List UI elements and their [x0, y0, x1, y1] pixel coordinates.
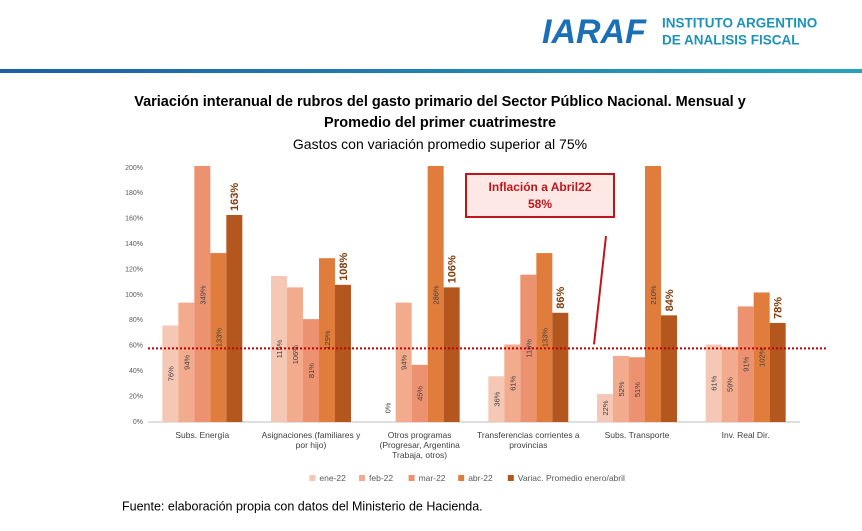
y-tick-label: 80%: [129, 317, 143, 324]
callout-connector: [593, 235, 607, 345]
org-name: INSTITUTO ARGENTINO: [662, 16, 817, 31]
callout-text: Inflación a Abril22: [489, 180, 592, 194]
data-label: 81%: [307, 363, 316, 378]
bar: [645, 166, 661, 423]
bar: [395, 302, 412, 422]
bar: [319, 258, 335, 422]
data-label: 52%: [617, 381, 626, 396]
bar: [629, 357, 645, 422]
data-label: 78%: [773, 297, 785, 319]
bar: [210, 253, 227, 422]
data-label: 84%: [664, 289, 676, 311]
bar: [335, 284, 351, 422]
org-name: DE ANALISIS FISCAL: [662, 33, 800, 48]
bar: [536, 253, 553, 422]
chart-subtitle: Gastos con variación promedio superior a…: [292, 136, 588, 152]
legend-label: abr-22: [468, 473, 493, 483]
data-label: 76%: [166, 366, 175, 381]
bar: [427, 166, 444, 422]
bar: [226, 214, 243, 422]
data-label: 86%: [555, 287, 567, 309]
y-tick-label: 0%: [133, 419, 143, 426]
y-tick-label: 40%: [129, 368, 143, 375]
data-label: 94%: [400, 354, 409, 369]
bar: [271, 275, 287, 422]
bar: [705, 344, 722, 422]
bar: [178, 302, 195, 422]
bar: [552, 312, 569, 422]
data-label: 59%: [726, 377, 735, 392]
source: Fuente: elaboración propia con datos del…: [122, 499, 483, 513]
bar: [721, 347, 738, 422]
data-label: 102%: [758, 347, 767, 367]
data-label: 36%: [492, 391, 501, 406]
legend-label: Variac. Promedio enero/abril: [518, 473, 625, 483]
bar: [769, 322, 786, 422]
y-tick-label: 20%: [129, 393, 143, 400]
data-label: 106%: [291, 345, 300, 365]
bar: [411, 364, 428, 422]
data-label: 133%: [214, 328, 223, 348]
data-label: 51%: [633, 382, 642, 397]
y-tick-label: 140%: [125, 241, 143, 248]
data-label: 115%: [275, 339, 284, 358]
data-label: 22%: [601, 400, 610, 415]
data-label: 349%: [198, 285, 207, 305]
data-label: 286%: [432, 285, 441, 305]
legend-swatch: [408, 475, 415, 481]
data-label: 61%: [710, 375, 719, 390]
bar: [162, 325, 179, 422]
x-tick-label: Subs. Transporte: [604, 430, 670, 440]
legend-label: ene-22: [319, 473, 346, 483]
bar: [443, 287, 460, 422]
x-tick-label: Inv. Real Dir.: [721, 430, 770, 440]
bar: [194, 166, 211, 423]
x-tick-label: Otros programas (Progresar, Argentina Tr…: [379, 430, 460, 460]
callout-box: [465, 173, 615, 218]
data-label: 91%: [742, 356, 751, 371]
bar: [504, 344, 521, 422]
bar: [488, 376, 505, 422]
data-label: 129%: [323, 330, 332, 350]
y-tick-label: 200%: [125, 165, 143, 172]
bar: [737, 306, 754, 422]
logo: IARAF: [542, 13, 647, 51]
data-label: 133%: [540, 328, 549, 348]
data-label: 106%: [447, 255, 459, 283]
chart-title: Variación interanual de rubros del gasto…: [134, 94, 746, 131]
legend-swatch: [359, 475, 365, 481]
data-label: 45%: [416, 386, 425, 401]
data-label: 210%: [649, 285, 658, 305]
bar: [613, 355, 629, 422]
data-label: 0%: [384, 402, 393, 413]
y-tick-label: 180%: [125, 190, 143, 197]
x-tick-label: Subs. Energía: [175, 430, 230, 440]
x-tick-label: Asignaciones (familiares y por hijo): [261, 430, 361, 450]
legend-swatch: [458, 475, 465, 481]
y-tick-label: 60%: [129, 343, 143, 350]
bar: [661, 315, 677, 422]
legend-label: mar-22: [419, 473, 446, 483]
bar: [597, 394, 613, 422]
y-tick-label: 120%: [125, 266, 143, 273]
y-tick-label: 160%: [125, 216, 143, 223]
legend-swatch: [507, 475, 514, 481]
legend-label: feb-22: [369, 473, 393, 483]
x-tick-label: Transferencias corrientes a provincias: [476, 430, 580, 450]
data-label: 61%: [508, 375, 517, 390]
bar: [303, 319, 319, 422]
data-label: 94%: [182, 354, 191, 369]
y-tick-label: 100%: [125, 292, 143, 299]
data-label: 108%: [338, 252, 350, 280]
bar: [753, 292, 770, 422]
bar: [287, 287, 303, 422]
legend-swatch: [309, 475, 316, 481]
data-label: 163%: [229, 183, 241, 211]
header-rule: [0, 69, 862, 73]
callout-value: 58%: [528, 197, 552, 211]
